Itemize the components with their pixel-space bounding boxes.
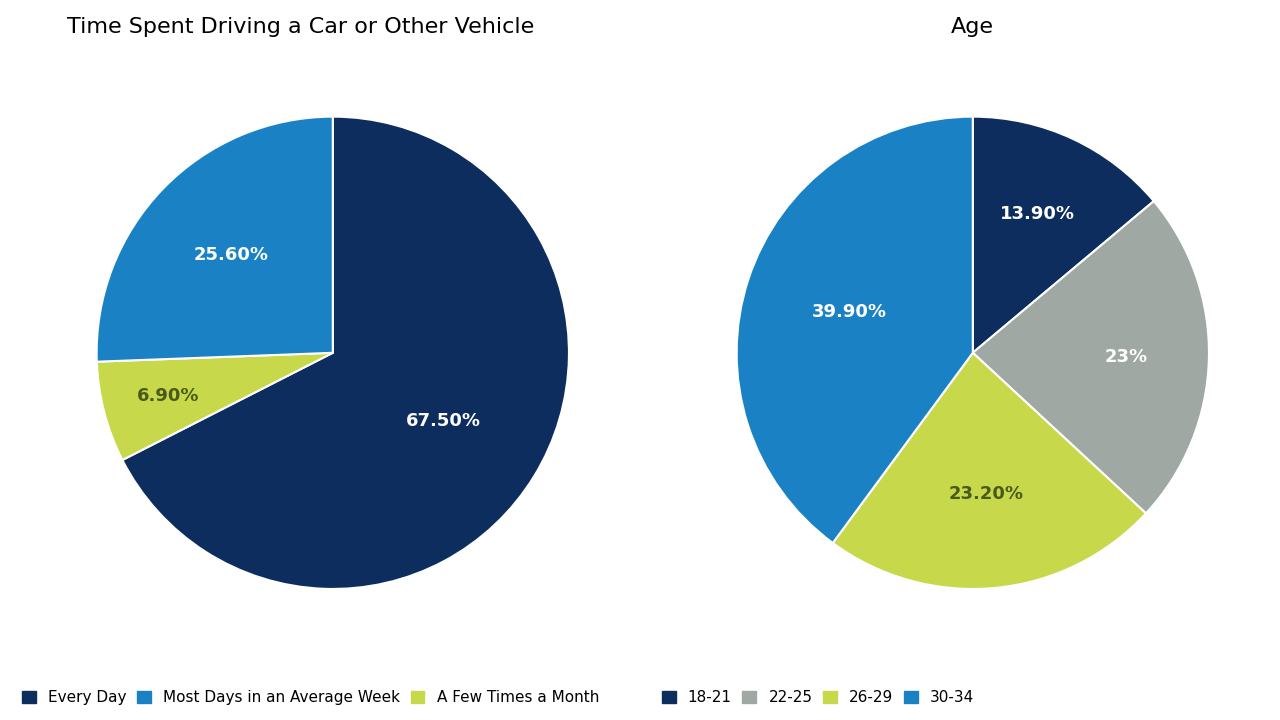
Text: 13.90%: 13.90% bbox=[1000, 204, 1075, 222]
Legend: Every Day, Most Days in an Average Week, A Few Times a Month: Every Day, Most Days in an Average Week,… bbox=[15, 684, 605, 711]
Title: Age: Age bbox=[951, 17, 995, 37]
Wedge shape bbox=[97, 117, 333, 361]
Text: 23.20%: 23.20% bbox=[948, 485, 1024, 503]
Text: 6.90%: 6.90% bbox=[137, 387, 200, 405]
Text: 25.60%: 25.60% bbox=[193, 246, 269, 264]
Text: 23%: 23% bbox=[1105, 348, 1148, 366]
Wedge shape bbox=[123, 117, 568, 589]
Wedge shape bbox=[833, 353, 1146, 589]
Wedge shape bbox=[737, 117, 973, 543]
Text: 67.50%: 67.50% bbox=[406, 412, 481, 430]
Wedge shape bbox=[973, 201, 1208, 513]
Wedge shape bbox=[973, 117, 1153, 353]
Wedge shape bbox=[97, 353, 333, 460]
Text: 39.90%: 39.90% bbox=[812, 303, 887, 321]
Text: Time Spent Driving a Car or Other Vehicle: Time Spent Driving a Car or Other Vehicl… bbox=[67, 17, 534, 37]
Legend: 18-21, 22-25, 26-29, 30-34: 18-21, 22-25, 26-29, 30-34 bbox=[655, 684, 980, 711]
